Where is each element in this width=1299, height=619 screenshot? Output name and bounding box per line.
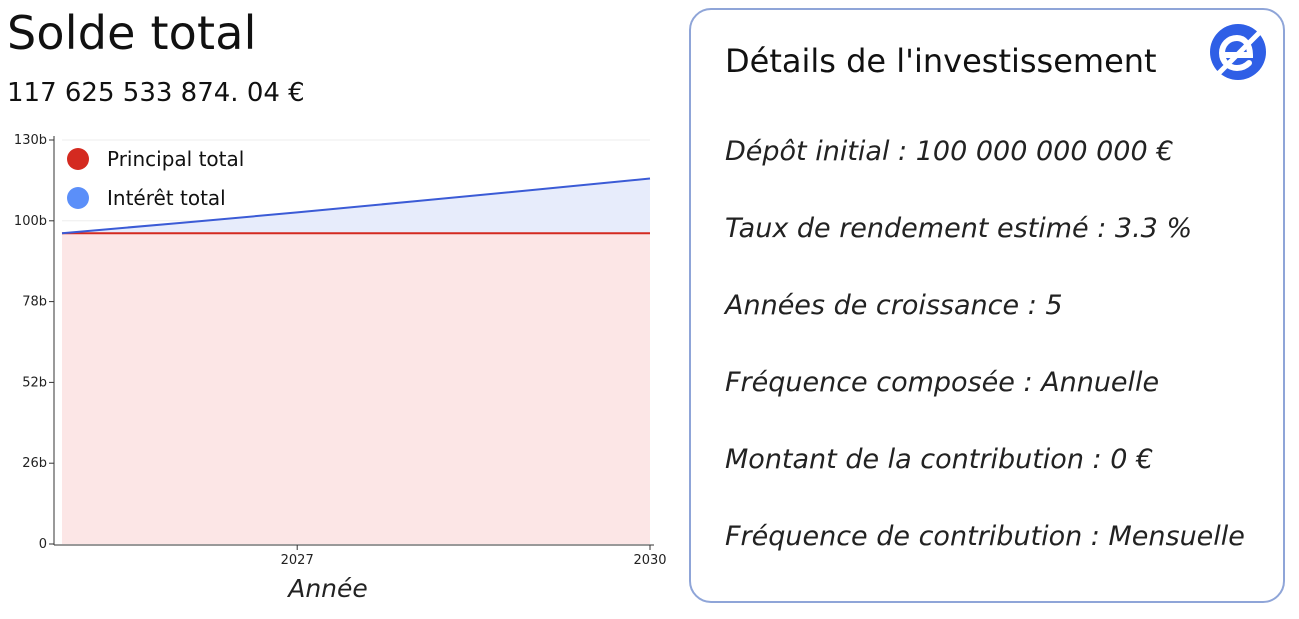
- chart-legend: Principal total Intérêt total: [67, 147, 244, 210]
- x-tick-label: 2027: [281, 553, 314, 568]
- legend-label-principal: Principal total: [107, 147, 244, 171]
- legend-swatch-principal: [67, 148, 89, 170]
- x-tick-label: 2030: [633, 553, 666, 568]
- y-tick-label: 130b: [14, 133, 47, 148]
- details-title: Détails de l'investissement: [725, 42, 1157, 80]
- interest-line: [61, 177, 651, 235]
- chart-areas: [61, 177, 651, 544]
- brand-e-logo-icon: [1210, 24, 1266, 80]
- detail-growth-years: Années de croissance : 5: [725, 290, 1063, 321]
- y-tick-label: 78b: [22, 295, 47, 310]
- x-axis-title: Année: [286, 574, 368, 603]
- y-tick-label: 26b: [22, 456, 47, 471]
- detail-contribution-frequency: Fréquence de contribution : Mensuelle: [725, 521, 1245, 552]
- page-title: Solde total: [7, 6, 257, 60]
- chart-axes: 0 26b 52b 78b 100b 130b 2027 2030: [14, 133, 667, 568]
- detail-contribution-amount: Montant de la contribution : 0 €: [725, 444, 1154, 475]
- detail-initial-deposit: Dépôt initial : 100 000 000 000 €: [725, 136, 1174, 167]
- legend-swatch-interest: [67, 187, 89, 209]
- detail-estimated-rate: Taux de rendement estimé : 3.3 %: [725, 213, 1193, 244]
- y-tick-label: 52b: [22, 375, 47, 390]
- legend-label-interest: Intérêt total: [107, 186, 226, 210]
- total-balance-value: 117 625 533 874. 04 €: [7, 78, 305, 108]
- y-tick-label: 100b: [14, 214, 47, 229]
- principal-area: [62, 233, 650, 544]
- y-tick-label: 0: [39, 537, 47, 552]
- investment-details-card: Détails de l'investissement Dépôt initia…: [689, 8, 1285, 603]
- detail-compound-frequency: Fréquence composée : Annuelle: [725, 367, 1160, 398]
- interest-area: [62, 178, 650, 234]
- balance-chart: 0 26b 52b 78b 100b 130b 2027 2030 Principal tot…: [14, 133, 667, 603]
